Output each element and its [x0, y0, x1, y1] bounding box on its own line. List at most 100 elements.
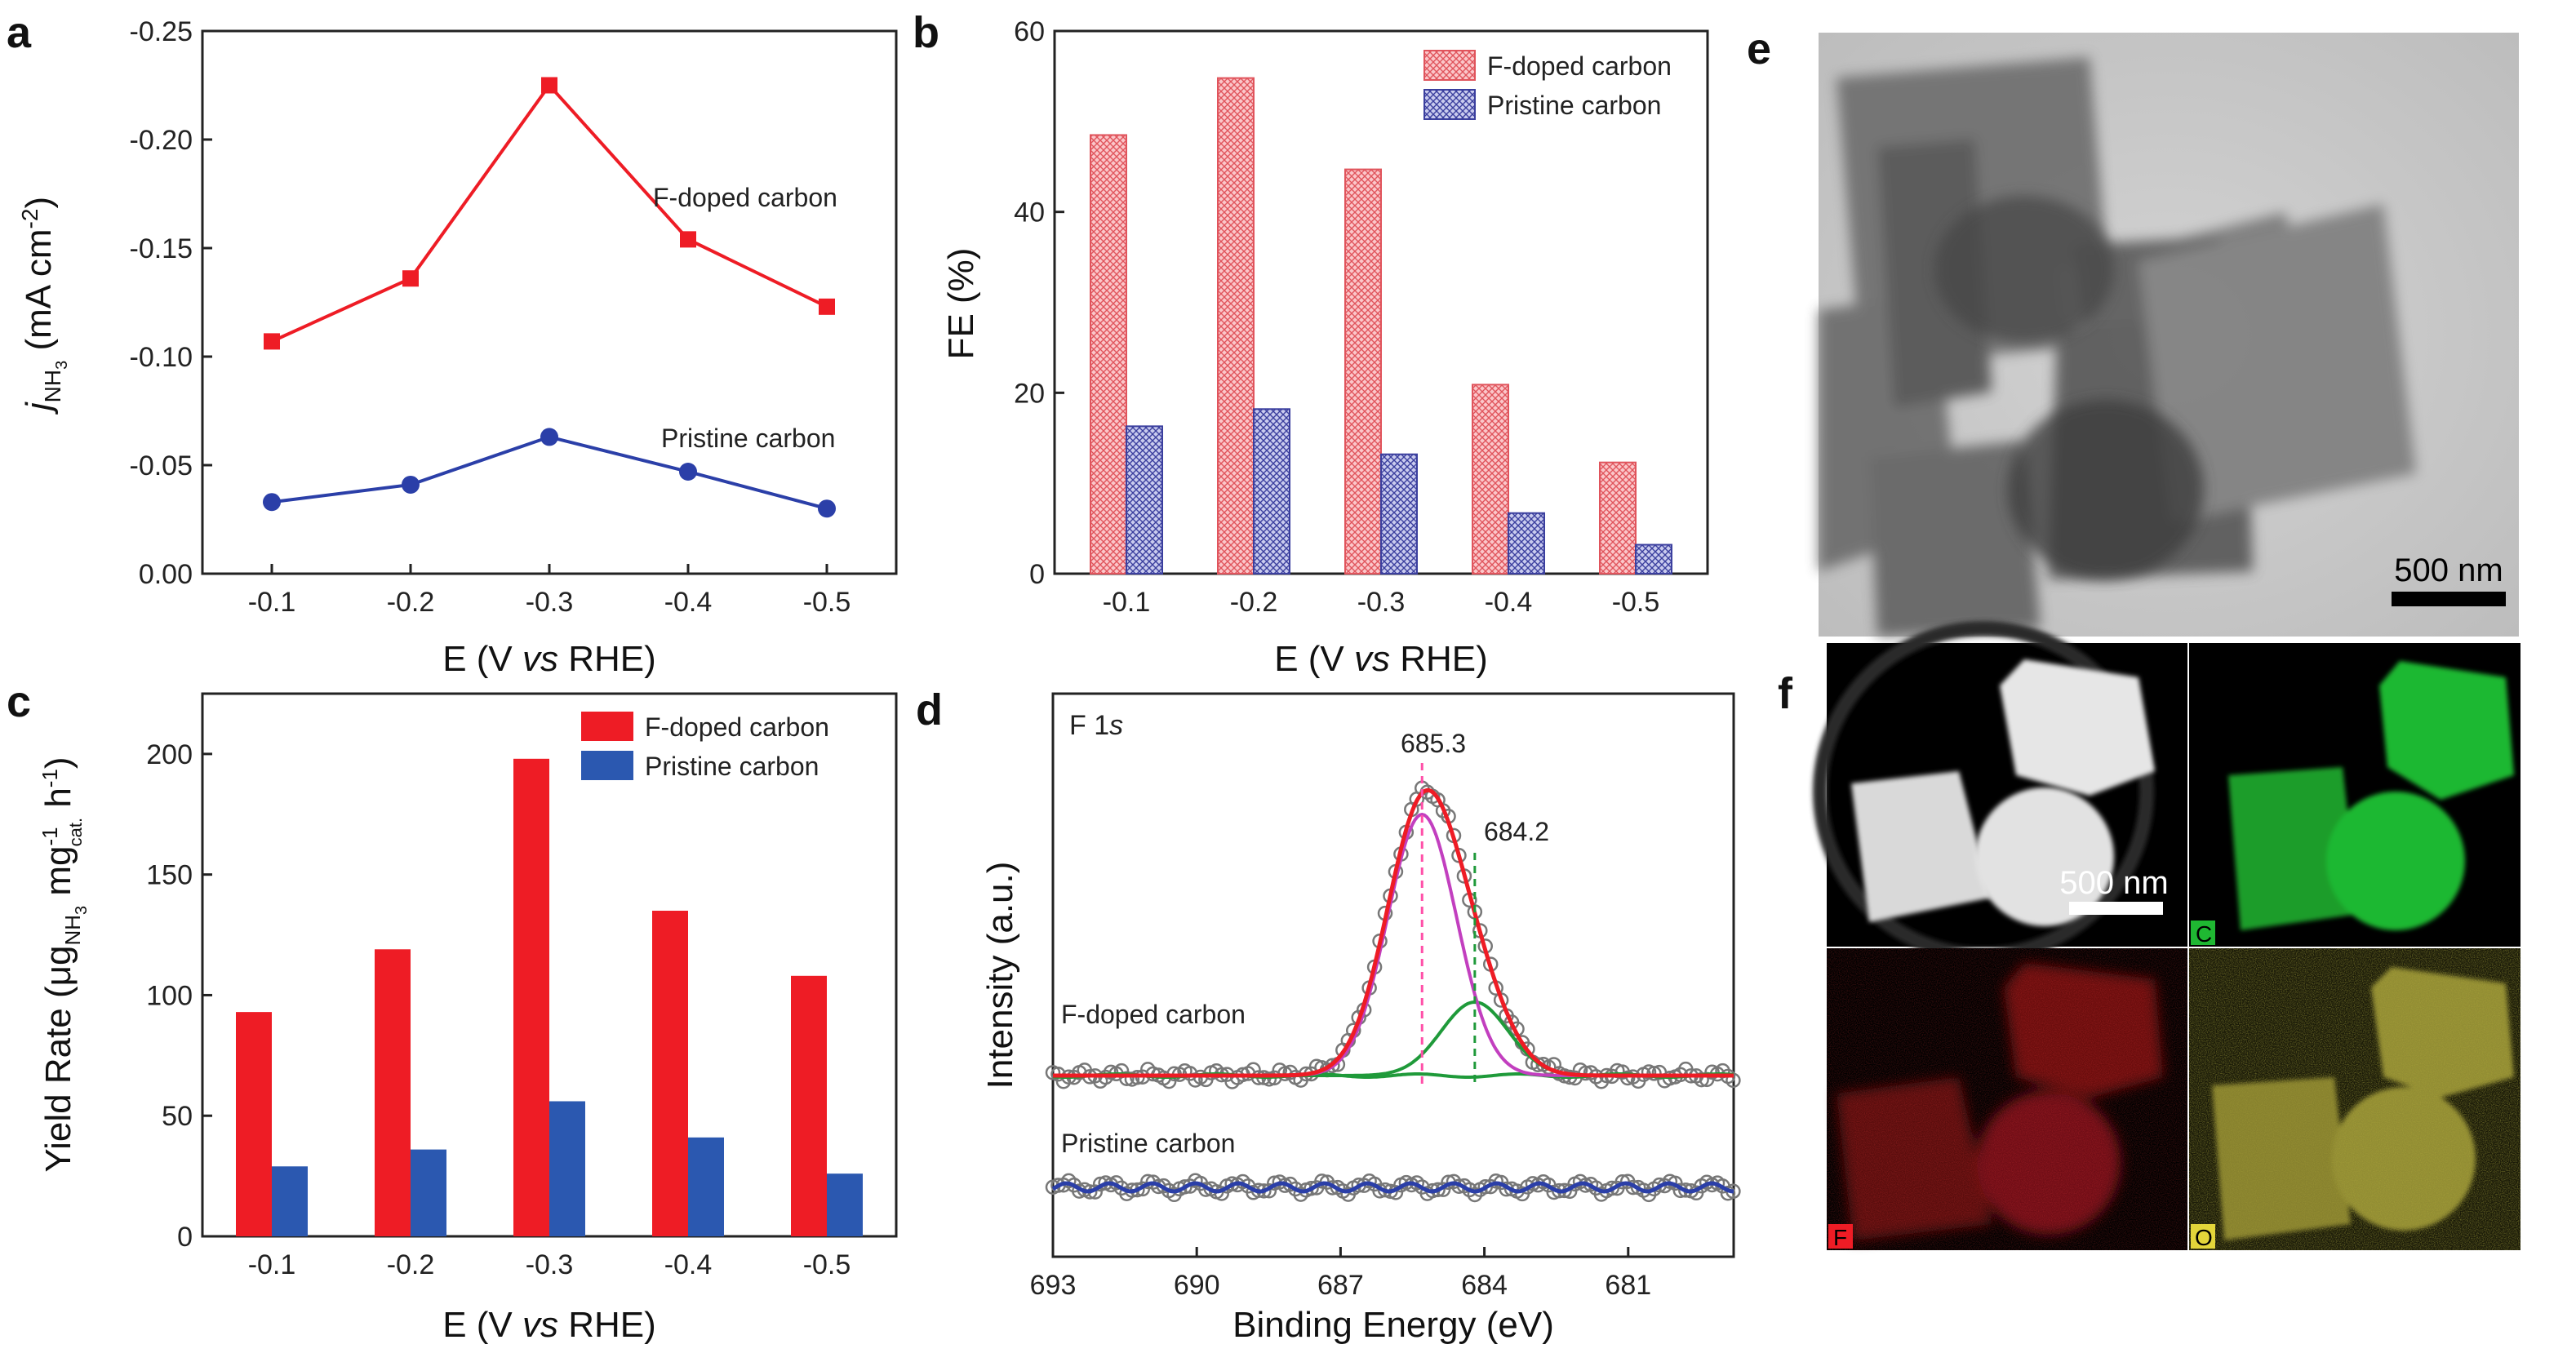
panel-b-ylabel: FE (%): [941, 248, 981, 360]
panel-c-y-tick-label: 0: [177, 1222, 193, 1253]
panel-b-y-tick-label: 60: [1014, 16, 1045, 47]
panel-d-label-pristine: Pristine carbon: [1061, 1129, 1235, 1158]
panel-d-pristine-raw-point: [1304, 1180, 1319, 1196]
panel-b-bar: [1635, 543, 1672, 575]
panel-c-bar: [375, 949, 411, 1236]
panel-b-bar: [1344, 168, 1382, 575]
panel-a-point: [402, 475, 420, 494]
panel-d-x-tick-label: 681: [1605, 1270, 1651, 1301]
panel-d-ylabel: Intensity (a.u.): [980, 862, 1020, 1089]
panel-b-bar: [1253, 408, 1290, 575]
panel-a-label-fdoped: F-doped carbon: [653, 183, 837, 212]
panel-a-x-tick-label: -0.5: [803, 587, 851, 618]
panel-b-bar: [1126, 425, 1163, 575]
panel-d-raw-point: [1325, 1058, 1340, 1074]
panel-c-bar: [236, 1012, 272, 1236]
panel-b-bar: [1217, 77, 1255, 575]
panel-d-label-fdoped: F-doped carbon: [1061, 1000, 1246, 1029]
panel-a-point: [679, 462, 697, 481]
panel-c-y-tick-label: 150: [146, 860, 193, 891]
panel-d-raw-point: [1119, 1071, 1135, 1086]
panel-a-y-tick-label: -0.10: [130, 342, 193, 373]
panel-letter-a: a: [7, 8, 32, 57]
panel-letter-b: b: [913, 8, 939, 57]
panel-a-y-ticks: -0.25 -0.20 -0.15 -0.10 -0.05 0.00: [130, 16, 212, 590]
eds-label-c: C: [2196, 921, 2212, 947]
panel-a-point: [263, 493, 281, 512]
panel-a-series: [263, 77, 836, 518]
panel-b: b 0 20 40 60 -0.1 -0.2 -0.3 -0.4 -0.5 F-doped c…: [913, 8, 1709, 679]
panel-b-x-ticks: -0.1 -0.2 -0.3 -0.4 -0.5: [1103, 564, 1659, 618]
panel-d-peak-label-1: 685.3: [1401, 729, 1466, 758]
haadf-scale-bar: [2069, 902, 2163, 915]
panel-letter-c: c: [7, 677, 31, 726]
panel-a-xlabel: E (V vs RHE): [442, 639, 656, 679]
panel-d-pristine-raw-point: [1467, 1187, 1483, 1203]
panel-a-ylabel: jNH3 (mA cm-2): [17, 197, 71, 415]
panel-c-bar: [513, 758, 549, 1236]
panel-c: c 0 50 100 150 200 -0.1 -0.2 -0.3 -0.4 -0.5 F-do…: [7, 677, 898, 1345]
panel-a-x-tick-label: -0.4: [664, 587, 713, 618]
panel-d-x-ticks: 693 690 687 684 681: [1030, 1247, 1651, 1301]
panel-a-y-tick-label: 0.00: [139, 559, 193, 590]
panel-b-bars: [1090, 77, 1672, 575]
panel-b-legend-swatch-fdoped: [1423, 50, 1476, 81]
panel-d-pristine-line: [1051, 1181, 1734, 1194]
panel-c-x-tick-label: -0.1: [248, 1249, 296, 1280]
panel-a-x-tick-label: -0.3: [526, 587, 574, 618]
panel-c-bar: [411, 1149, 446, 1236]
panel-d-raw-point: [1646, 1066, 1662, 1081]
panel-b-y-tick-label: 20: [1014, 378, 1045, 409]
panel-b-legend-pristine: Pristine carbon: [1487, 91, 1661, 120]
panel-c-bar: [652, 911, 688, 1236]
tem-micrograph: 500 nm: [1819, 33, 2519, 637]
panel-c-bar: [549, 1101, 585, 1236]
panel-b-y-ticks: 0 20 40 60: [1014, 16, 1064, 590]
panel-a-point: [541, 77, 557, 94]
panel-c-y-tick-label: 200: [146, 739, 193, 770]
panel-d-fit-total: [1053, 787, 1734, 1078]
panel-letter-d: d: [916, 685, 943, 734]
panel-b-bar: [1472, 384, 1509, 575]
eds-map-oxygen: O: [2189, 948, 2520, 1250]
panel-a-label-pristine: Pristine carbon: [661, 424, 835, 453]
tem-scale-bar: [2392, 592, 2506, 606]
panel-a-y-tick-label: -0.15: [130, 233, 193, 264]
panel-d-raw-point: [1282, 1064, 1298, 1080]
panel-d-x-tick-label: 690: [1174, 1270, 1220, 1301]
panel-c-x-tick-label: -0.5: [803, 1249, 851, 1280]
eds-label-o: O: [2195, 1225, 2213, 1250]
tem-scale-label: 500 nm: [2394, 552, 2503, 588]
panel-a-point: [680, 231, 696, 248]
panel-b-y-tick-label: 0: [1029, 559, 1045, 590]
panel-c-x-tick-label: -0.2: [387, 1249, 435, 1280]
panel-a-point: [402, 270, 419, 287]
panel-d-x-tick-label: 687: [1317, 1270, 1364, 1301]
panel-b-x-tick-label: -0.2: [1230, 587, 1278, 618]
panel-a-y-tick-label: -0.25: [130, 16, 193, 47]
panel-a-point: [540, 428, 558, 446]
panel-a-point: [264, 333, 280, 350]
panel-e: e 500 nm: [1747, 24, 2519, 637]
panel-c-bar: [827, 1173, 863, 1236]
haadf-scale-label: 500 nm: [2059, 865, 2168, 901]
panel-b-legend-swatch-pristine: [1423, 89, 1476, 120]
panel-b-bar: [1508, 512, 1545, 575]
panel-c-y-tick-label: 100: [146, 980, 193, 1011]
eds-label-f: F: [1833, 1225, 1847, 1250]
panel-c-legend-pristine: Pristine carbon: [645, 752, 819, 781]
panel-a-x-tick-label: -0.2: [387, 587, 435, 618]
panel-c-x-tick-label: -0.3: [526, 1249, 574, 1280]
panel-a-x-tick-label: -0.1: [248, 587, 296, 618]
panel-c-ylabel: Yield Rate (μgNH3 mg-1 cat. h-1): [38, 756, 91, 1172]
panel-b-x-tick-label: -0.4: [1485, 587, 1533, 618]
panel-a-x-ticks: -0.1 -0.2 -0.3 -0.4 -0.5: [248, 564, 851, 618]
panel-b-x-tick-label: -0.3: [1357, 587, 1406, 618]
panel-d-pristine-raw-point: [1314, 1173, 1330, 1189]
panel-b-xlabel: E (V vs RHE): [1274, 639, 1488, 679]
panel-c-xlabel: E (V vs RHE): [442, 1305, 656, 1345]
panel-d-plot-frame: [1051, 692, 1735, 1258]
panel-b-bar: [1599, 461, 1637, 575]
panel-d-xlabel: Binding Energy (eV): [1232, 1305, 1554, 1345]
panel-letter-e: e: [1747, 24, 1771, 73]
